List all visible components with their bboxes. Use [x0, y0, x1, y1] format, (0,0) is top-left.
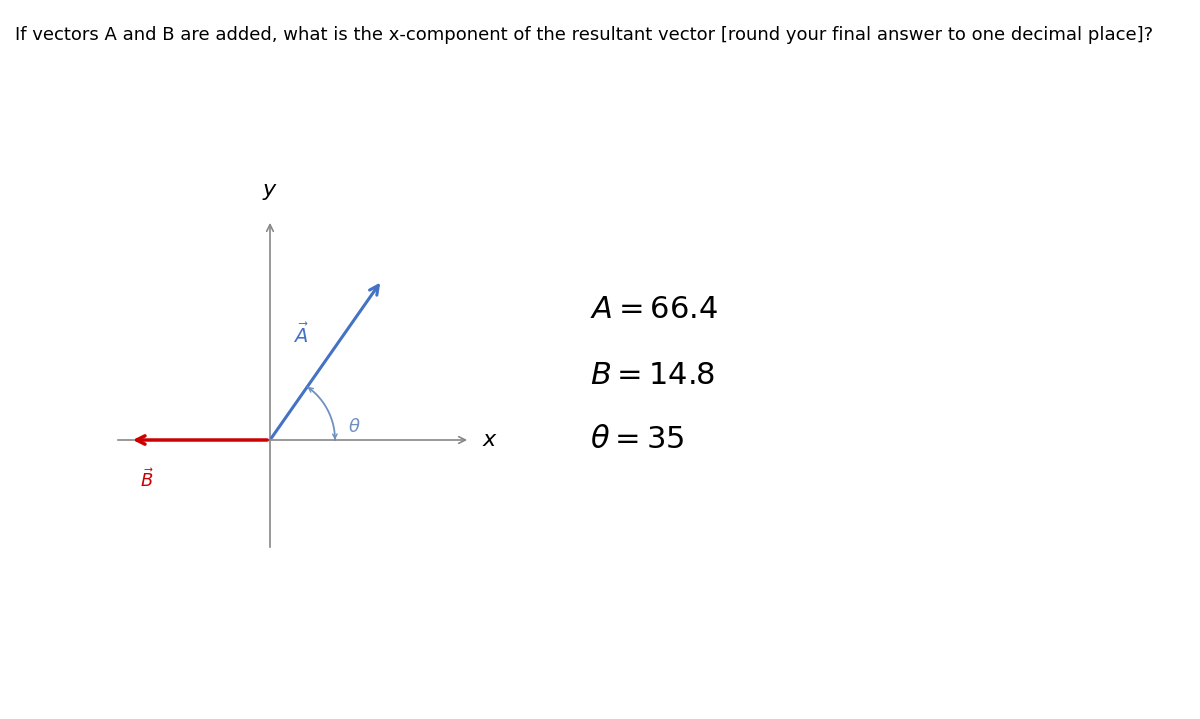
Text: $\vec{B}$: $\vec{B}$ — [140, 468, 154, 491]
Text: $\theta = 35$: $\theta = 35$ — [590, 424, 684, 456]
Text: $A = 66.4$: $A = 66.4$ — [590, 295, 718, 326]
Text: If vectors A and B are added, what is the x-component of the resultant vector [r: If vectors A and B are added, what is th… — [14, 26, 1153, 44]
Text: $x$: $x$ — [482, 430, 498, 450]
Text: $y$: $y$ — [262, 182, 278, 202]
Text: $B = 14.8$: $B = 14.8$ — [590, 360, 715, 390]
Text: $\theta$: $\theta$ — [348, 418, 360, 436]
Text: $\vec{A}$: $\vec{A}$ — [294, 323, 310, 347]
